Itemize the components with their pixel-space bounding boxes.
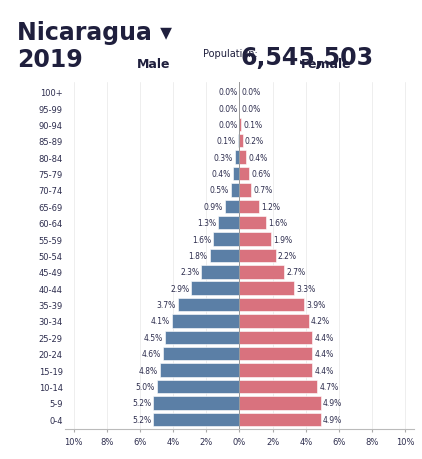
Text: 3.7%: 3.7% [157,301,176,309]
Bar [240,331,312,344]
Text: 0.0%: 0.0% [241,88,261,97]
Bar [240,266,284,279]
Text: 4.6%: 4.6% [142,349,161,358]
Text: 1.6%: 1.6% [192,235,211,244]
Text: 0.4%: 0.4% [211,170,231,179]
Text: 6,545,503: 6,545,503 [241,46,373,70]
Bar [178,298,240,312]
Bar [240,249,276,263]
Bar [225,200,240,213]
Bar [240,396,321,410]
Bar [240,413,321,426]
Bar [240,118,241,132]
Text: 4.2%: 4.2% [311,317,330,326]
Text: 0.3%: 0.3% [213,153,233,162]
Bar [240,282,294,295]
Bar [240,347,312,361]
Text: 0.9%: 0.9% [203,202,222,211]
Text: 2.2%: 2.2% [278,252,297,260]
Text: 4.4%: 4.4% [314,333,334,342]
Text: 3.3%: 3.3% [296,284,315,293]
Text: 5.2%: 5.2% [132,398,151,408]
Text: 4.9%: 4.9% [323,415,342,424]
Text: 2.3%: 2.3% [180,268,199,277]
Text: 0.1%: 0.1% [217,137,236,146]
Bar [163,347,240,361]
Bar [240,298,304,312]
Bar [213,233,240,246]
Text: 5.2%: 5.2% [132,415,151,424]
Text: 4.5%: 4.5% [143,333,163,342]
Bar [153,396,240,410]
Bar [240,200,260,213]
Text: 1.8%: 1.8% [189,252,208,260]
Text: 4.7%: 4.7% [319,382,338,391]
Bar [218,217,240,230]
Text: 2.7%: 2.7% [286,268,306,277]
Text: 2.9%: 2.9% [170,284,189,293]
Bar [235,151,240,164]
Text: 0.6%: 0.6% [252,170,271,179]
Bar [192,282,240,295]
Text: 4.1%: 4.1% [150,317,170,326]
Bar [201,266,240,279]
Bar [165,331,240,344]
Text: 0.0%: 0.0% [218,121,238,129]
Text: 0.2%: 0.2% [245,137,264,146]
Bar [157,380,240,393]
Text: 3.9%: 3.9% [306,301,325,309]
Text: Male: Male [137,57,170,70]
Bar [231,184,240,197]
Text: 0.0%: 0.0% [241,104,261,113]
Text: Female: Female [300,57,351,70]
Text: 1.2%: 1.2% [261,202,280,211]
Bar [240,314,309,328]
Bar [240,135,243,148]
Bar [240,380,317,393]
Bar [240,151,246,164]
Bar [240,168,249,181]
Bar [240,233,271,246]
Bar [238,135,240,148]
Text: 0.5%: 0.5% [210,186,229,195]
Text: 0.0%: 0.0% [218,88,238,97]
Text: Nicaragua ▾: Nicaragua ▾ [17,21,172,45]
Text: 0.4%: 0.4% [248,153,268,162]
Text: 1.3%: 1.3% [197,218,216,228]
Text: 0.7%: 0.7% [253,186,272,195]
Text: 0.0%: 0.0% [218,104,238,113]
Text: 5.0%: 5.0% [135,382,154,391]
Bar [240,184,251,197]
Bar [240,217,266,230]
Text: 4.4%: 4.4% [314,366,334,375]
Text: 4.4%: 4.4% [314,349,334,358]
Bar [153,413,240,426]
Bar [171,314,240,328]
Text: 2019: 2019 [17,48,83,72]
Text: 1.9%: 1.9% [273,235,292,244]
Bar [233,168,240,181]
Text: Population:: Population: [203,49,257,59]
Bar [240,364,312,377]
Bar [160,364,240,377]
Bar [210,249,240,263]
Text: 4.9%: 4.9% [323,398,342,408]
Text: 4.8%: 4.8% [139,366,158,375]
Text: 0.1%: 0.1% [243,121,262,129]
Text: 1.6%: 1.6% [268,218,287,228]
